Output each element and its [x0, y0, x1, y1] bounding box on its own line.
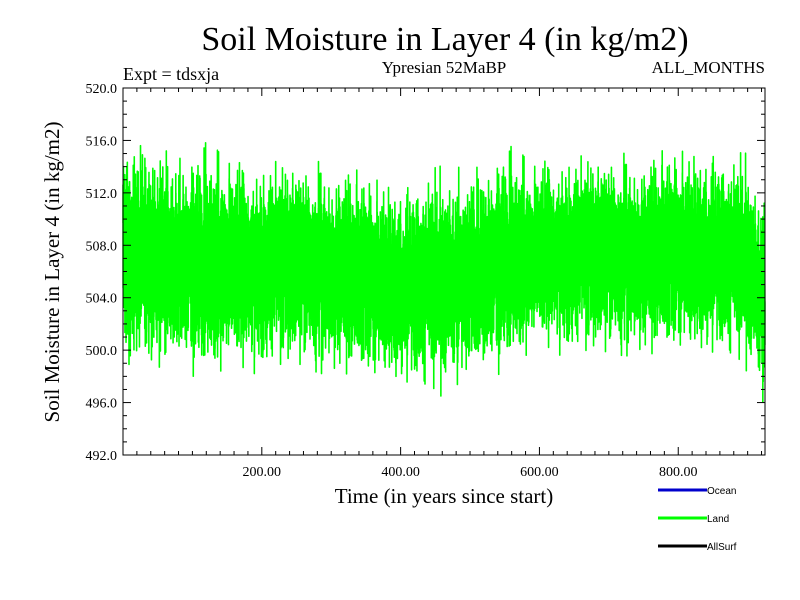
series-land-line [122, 141, 766, 403]
x-tick-label: 200.00 [243, 465, 282, 480]
legend-label-land: Land [707, 514, 729, 525]
x-tick-label: 600.00 [520, 465, 559, 480]
months-label: ALL_MONTHS [652, 58, 765, 77]
y-tick-label: 512.0 [86, 187, 118, 202]
legend-label-allsurf: AllSurf [707, 542, 737, 553]
legend: Ocean Land AllSurf [658, 486, 737, 553]
chart-title: Soil Moisture in Layer 4 (in kg/m2) [201, 21, 688, 58]
y-tick-label: 500.0 [86, 344, 118, 359]
y-tick-label: 496.0 [86, 397, 118, 412]
x-tick-label: 800.00 [659, 465, 698, 480]
y-tick-label: 504.0 [86, 292, 118, 307]
legend-label-ocean: Ocean [707, 486, 736, 497]
y-tick-label: 492.0 [86, 449, 118, 464]
y-tick-label: 508.0 [86, 239, 118, 254]
period-label: Ypresian 52MaBP [382, 58, 507, 77]
axes-layer: 492.0 496.0 500.0 504.0 508.0 512.0 516.0 520.0… [86, 82, 766, 480]
y-tick-label: 516.0 [86, 134, 118, 149]
experiment-label: Expt = tdsxja [123, 64, 219, 84]
data-layer [122, 141, 766, 403]
x-axis-label: Time (in years since start) [335, 484, 554, 508]
y-axis-label: Soil Moisture in Layer 4 (in kg/m2) [40, 122, 64, 423]
y-tick-label: 520.0 [86, 82, 118, 97]
x-tick-label: 400.00 [381, 465, 420, 480]
